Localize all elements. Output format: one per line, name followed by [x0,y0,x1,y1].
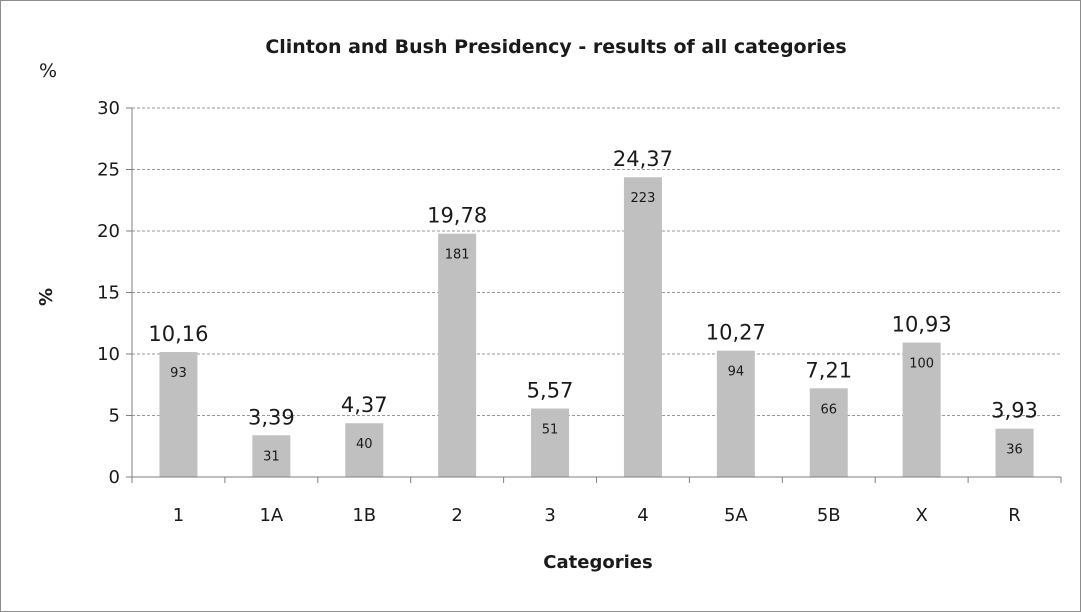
bar-count-label: 94 [728,365,745,380]
y-tick-label: 15 [97,283,120,304]
y-axis-title: % [36,288,57,306]
y-tick-label: 0 [109,467,120,488]
bar [623,177,662,477]
bar-count-label: 36 [1006,443,1023,458]
bar-value-label: 3,93 [991,399,1038,423]
x-tick-label: 5B [817,505,841,526]
bar [438,233,477,477]
x-tick-label: 4 [637,505,648,526]
bar [995,428,1034,477]
bar [902,342,941,477]
x-tick-label: 5A [724,505,748,526]
bar-value-label: 10,16 [148,322,208,346]
bar-value-label: 7,21 [805,358,852,382]
bar-value-label: 10,27 [706,321,766,345]
x-axis-ticks: 1 1A 1B 2 3 4 5A 5B X R [131,477,1062,526]
x-tick-label: R [1008,505,1021,526]
bar-count-label: 66 [820,402,837,417]
bar-value-label: 4,37 [341,393,388,417]
x-tick-label: 1B [352,505,376,526]
bar-value-label: 19,78 [427,204,487,228]
bar-count-label: 181 [445,248,470,263]
x-tick-label: 3 [544,505,555,526]
bar-count-label: 100 [909,357,934,372]
x-tick-label: 1A [259,505,283,526]
y-tick-label: 10 [97,344,120,365]
bar-count-label: 93 [170,366,187,381]
y-tick-label: 5 [109,406,120,427]
y-tick-label: 25 [97,160,120,181]
x-axis-title: Categories [543,552,652,573]
bar-value-label: 10,93 [892,313,952,337]
bar [809,388,848,477]
x-tick-label: 1 [173,505,184,526]
bar-count-label: 223 [631,191,656,206]
bars: 10,16 93 3,39 31 4,37 40 19,78 181 5,57 51 24,37 22… [148,147,1038,477]
bar-count-label: 51 [542,422,559,437]
y-tick-label: 30 [97,98,120,119]
x-tick-label: 2 [451,505,462,526]
bar [159,352,198,477]
y-unit-label: % [39,60,57,82]
chart-title: Clinton and Bush Presidency - results of… [265,36,846,58]
x-tick-label: X [915,505,927,526]
bar [531,408,570,477]
bar-value-label: 5,57 [527,378,574,402]
y-tick-label: 20 [97,221,120,242]
bar-count-label: 40 [356,437,373,452]
bar-value-label: 3,39 [248,405,295,429]
bar [252,435,291,477]
bar-count-label: 31 [263,449,280,464]
bar [345,423,384,477]
bar-value-label: 24,37 [613,147,673,171]
y-axis-ticks: 0 5 10 15 20 25 30 [97,98,132,488]
bar [716,350,755,477]
